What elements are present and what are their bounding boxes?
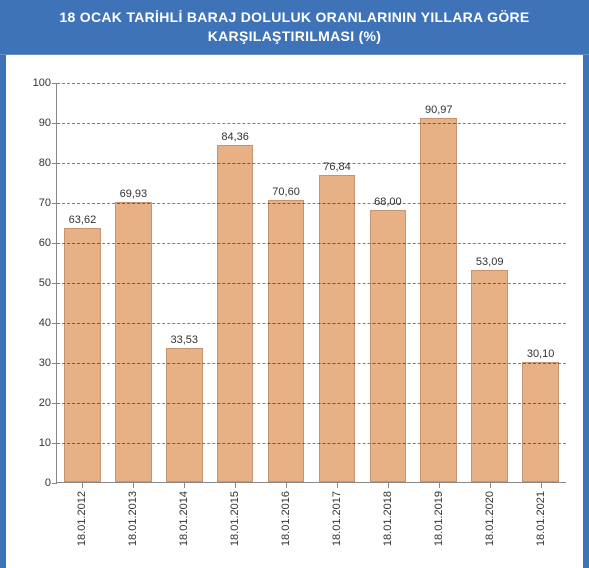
ytick-label: 20	[39, 397, 57, 409]
bar: 76,84	[319, 175, 356, 482]
xtick-label: 18.01.2019	[433, 491, 445, 546]
xtick-label: 18.01.2015	[229, 491, 241, 546]
xtick-mark	[337, 483, 338, 488]
gridline	[57, 203, 566, 204]
ytick-label: 70	[39, 197, 57, 209]
xtick-slot: 18.01.2012	[57, 483, 108, 553]
xtick-mark	[133, 483, 134, 488]
xtick-mark	[439, 483, 440, 488]
xtick-mark	[490, 483, 491, 488]
bar-value-label: 63,62	[69, 214, 97, 229]
gridline	[57, 123, 566, 124]
xtick-label: 18.01.2016	[280, 491, 292, 546]
xtick-label: 18.01.2012	[76, 491, 88, 546]
bar-value-label: 70,60	[272, 186, 300, 201]
ytick-label: 0	[45, 477, 57, 489]
xticks: 18.01.2012 18.01.2013 18.01.2014 18.01.2015…	[57, 483, 566, 553]
ytick-label: 30	[39, 357, 57, 369]
ytick-label: 90	[39, 117, 57, 129]
gridline	[57, 283, 566, 284]
bar-value-label: 90,97	[425, 104, 453, 119]
xtick-mark	[82, 483, 83, 488]
ytick-label: 40	[39, 317, 57, 329]
bar-value-label: 33,53	[170, 334, 198, 349]
gridline	[57, 403, 566, 404]
xtick-label: 18.01.2014	[178, 491, 190, 546]
xtick-slot: 18.01.2018	[362, 483, 413, 553]
bar: 53,09	[471, 270, 508, 482]
bar: 33,53	[166, 348, 203, 482]
ytick-label: 80	[39, 157, 57, 169]
xtick-slot: 18.01.2014	[159, 483, 210, 553]
chart-title-bar: 18 OCAK TARİHLİ BARAJ DOLULUK ORANLARINI…	[0, 0, 589, 55]
xtick-label: 18.01.2018	[382, 491, 394, 546]
xtick-slot: 18.01.2021	[515, 483, 566, 553]
gridline	[57, 243, 566, 244]
bar-value-label: 69,93	[120, 188, 148, 203]
bar: 30,10	[522, 362, 559, 482]
xtick-label: 18.01.2013	[127, 491, 139, 546]
gridline	[57, 323, 566, 324]
xtick-slot: 18.01.2017	[312, 483, 363, 553]
chart-title-line1: 18 OCAK TARİHLİ BARAJ DOLULUK ORANLARINI…	[59, 8, 529, 27]
xtick-label: 18.01.2020	[484, 491, 496, 546]
xtick-label: 18.01.2021	[535, 491, 547, 546]
bar: 68,00	[370, 210, 407, 482]
gridline	[57, 83, 566, 84]
xtick-label: 18.01.2017	[331, 491, 343, 546]
chart-shell: 63,62 69,93 33,53 84,36 70,60 76,84 68,00 90,97…	[0, 55, 589, 568]
xtick-slot: 18.01.2019	[413, 483, 464, 553]
bar-value-label: 53,09	[476, 256, 504, 271]
bar: 84,36	[217, 145, 254, 482]
ytick-label: 100	[33, 77, 57, 89]
gridline	[57, 363, 566, 364]
xtick-slot: 18.01.2013	[108, 483, 159, 553]
bar-value-label: 84,36	[221, 131, 249, 146]
ytick-label: 10	[39, 437, 57, 449]
ytick-label: 60	[39, 237, 57, 249]
bar: 70,60	[268, 200, 305, 482]
bar-value-label: 30,10	[527, 348, 555, 363]
chart-title-line2: KARŞILAŞTIRILMASI (%)	[208, 27, 382, 46]
gridline	[57, 163, 566, 164]
xtick-mark	[541, 483, 542, 488]
xtick-mark	[184, 483, 185, 488]
xtick-mark	[235, 483, 236, 488]
xtick-mark	[286, 483, 287, 488]
xtick-slot: 18.01.2015	[210, 483, 261, 553]
bar: 69,93	[115, 202, 152, 482]
plot-area: 63,62 69,93 33,53 84,36 70,60 76,84 68,00 90,97…	[56, 83, 566, 483]
chart-area: 63,62 69,93 33,53 84,36 70,60 76,84 68,00 90,97…	[6, 55, 583, 562]
xtick-slot: 18.01.2016	[261, 483, 312, 553]
xtick-slot: 18.01.2020	[464, 483, 515, 553]
ytick-label: 50	[39, 277, 57, 289]
gridline	[57, 443, 566, 444]
xtick-mark	[388, 483, 389, 488]
bar: 90,97	[420, 118, 457, 482]
